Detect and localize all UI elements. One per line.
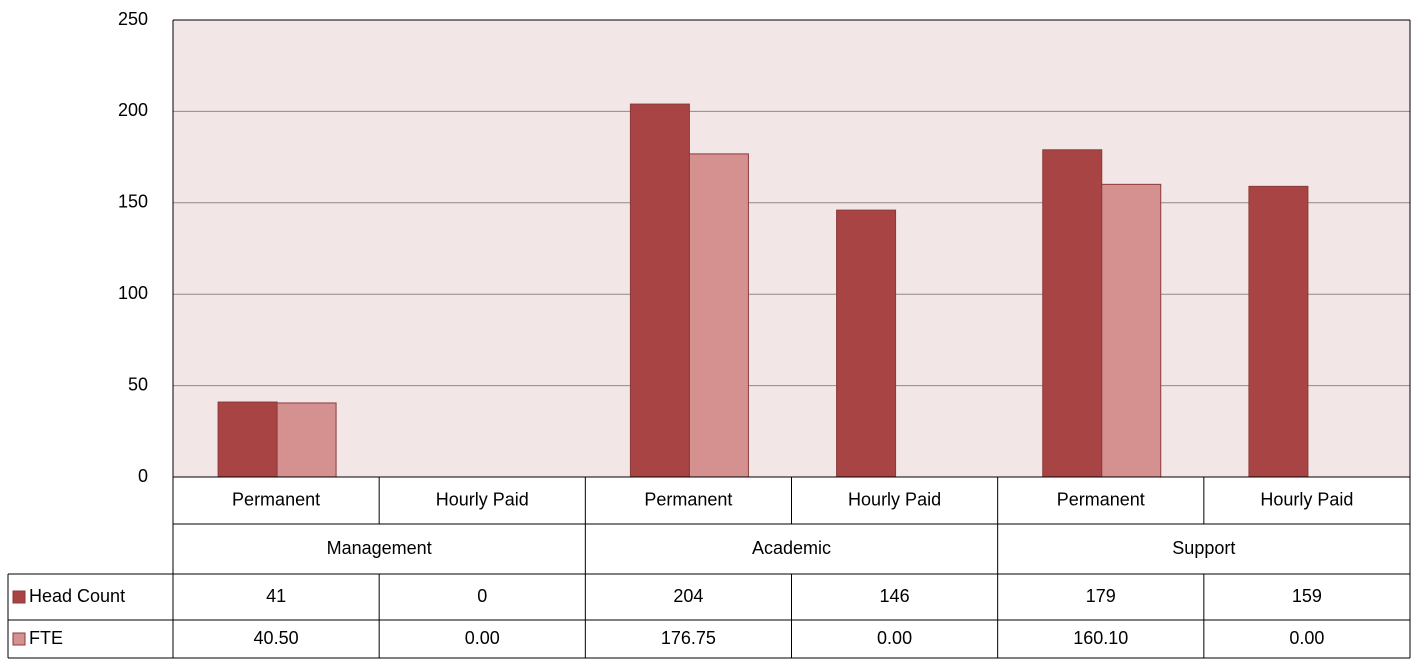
bar: [1248, 185, 1309, 478]
bar: [629, 103, 690, 478]
y-tick-label: 100: [118, 283, 148, 303]
legend-swatch: [12, 632, 26, 646]
bar: [217, 401, 278, 478]
group-label: Support: [1172, 538, 1235, 558]
group-label: Management: [327, 538, 432, 558]
y-tick-label: 200: [118, 100, 148, 120]
data-label: 146: [880, 586, 910, 606]
x-tick-label: Hourly Paid: [436, 489, 529, 509]
data-label: 204: [673, 586, 703, 606]
bar: [1042, 149, 1103, 478]
x-tick-label: Permanent: [644, 489, 732, 509]
data-label: 159: [1292, 586, 1322, 606]
data-label: 41: [266, 586, 286, 606]
group-label: Academic: [752, 538, 831, 558]
data-label: 0.00: [877, 628, 912, 648]
y-tick-label: 50: [128, 374, 148, 394]
y-tick-label: 0: [138, 466, 148, 486]
y-tick-label: 150: [118, 192, 148, 212]
x-tick-label: Permanent: [232, 489, 320, 509]
x-tick-label: Permanent: [1057, 489, 1145, 509]
data-label: 0.00: [465, 628, 500, 648]
bar: [688, 153, 749, 478]
bar: [276, 402, 337, 478]
bar: [1101, 183, 1162, 478]
bar: [836, 209, 897, 478]
data-label: 0.00: [1289, 628, 1324, 648]
data-label: 160.10: [1073, 628, 1128, 648]
plot-area: [173, 20, 1410, 477]
y-tick-label: 250: [118, 9, 148, 29]
data-label: 179: [1086, 586, 1116, 606]
legend-label: FTE: [29, 628, 63, 648]
x-tick-label: Hourly Paid: [848, 489, 941, 509]
legend-label: Head Count: [29, 586, 125, 606]
data-label: 176.75: [661, 628, 716, 648]
data-label: 40.50: [254, 628, 299, 648]
x-tick-label: Hourly Paid: [1260, 489, 1353, 509]
data-label: 0: [477, 586, 487, 606]
legend-swatch: [12, 590, 26, 604]
